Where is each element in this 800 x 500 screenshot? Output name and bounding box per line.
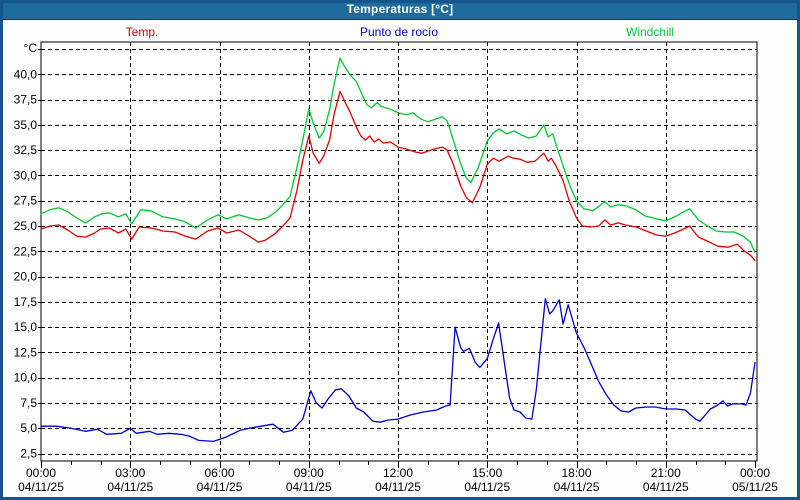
svg-text:04/11/25: 04/11/25 bbox=[643, 480, 689, 494]
svg-text:04/11/25: 04/11/25 bbox=[107, 480, 153, 494]
svg-text:04/11/25: 04/11/25 bbox=[554, 480, 600, 494]
svg-text:17,5: 17,5 bbox=[14, 295, 38, 309]
svg-text:37,5: 37,5 bbox=[14, 93, 38, 107]
series-line-dew-point bbox=[40, 298, 756, 443]
svg-text:10,0: 10,0 bbox=[14, 371, 38, 385]
svg-text:7,5: 7,5 bbox=[20, 396, 37, 410]
svg-text:15,0: 15,0 bbox=[14, 320, 38, 334]
series-line-windchill bbox=[40, 57, 756, 253]
series-line-temp bbox=[40, 90, 756, 262]
svg-text:22,5: 22,5 bbox=[14, 244, 38, 258]
svg-text:06:00: 06:00 bbox=[204, 466, 234, 480]
svg-text:20,0: 20,0 bbox=[14, 270, 38, 284]
svg-text:30,0: 30,0 bbox=[14, 168, 38, 182]
svg-text:5,0: 5,0 bbox=[20, 421, 37, 435]
window-title: Temperaturas [°C] bbox=[346, 2, 454, 16]
svg-text:00:00: 00:00 bbox=[740, 466, 770, 480]
y-axis-unit: °C bbox=[24, 41, 38, 55]
svg-text:09:00: 09:00 bbox=[294, 466, 324, 480]
svg-text:21:00: 21:00 bbox=[651, 466, 681, 480]
title-bar: Temperaturas [°C] bbox=[0, 0, 800, 20]
svg-text:12,5: 12,5 bbox=[14, 345, 38, 359]
svg-text:04/11/25: 04/11/25 bbox=[197, 480, 243, 494]
svg-text:18:00: 18:00 bbox=[561, 466, 591, 480]
svg-text:04/11/25: 04/11/25 bbox=[18, 480, 64, 494]
svg-text:15:00: 15:00 bbox=[472, 466, 502, 480]
svg-text:03:00: 03:00 bbox=[115, 466, 145, 480]
svg-text:04/11/25: 04/11/25 bbox=[464, 480, 510, 494]
svg-text:40,0: 40,0 bbox=[14, 67, 38, 81]
svg-text:05/11/25: 05/11/25 bbox=[732, 480, 778, 494]
svg-text:35,0: 35,0 bbox=[14, 118, 38, 132]
svg-text:27,5: 27,5 bbox=[14, 194, 38, 208]
svg-text:12:00: 12:00 bbox=[383, 466, 413, 480]
svg-text:04/11/25: 04/11/25 bbox=[286, 480, 332, 494]
svg-text:04/11/25: 04/11/25 bbox=[375, 480, 421, 494]
x-axis-labels: 00:0004/11/2503:0004/11/2506:0004/11/250… bbox=[18, 466, 778, 494]
svg-text:00:00: 00:00 bbox=[26, 466, 56, 480]
x-axis-ticks bbox=[41, 461, 756, 468]
svg-text:2,5: 2,5 bbox=[20, 447, 37, 461]
svg-text:32,5: 32,5 bbox=[14, 143, 38, 157]
legend-item-windchill: Windchill bbox=[625, 25, 675, 39]
legend-item-dew-point: Punto de rocío bbox=[359, 25, 439, 39]
y-axis-labels: 40,0 37,5 35,0 32,5 30,0 27,5 25,0 22,5 20,0 17,5… bbox=[14, 41, 38, 461]
legend-item-temp: Temp. bbox=[125, 25, 159, 39]
svg-text:25,0: 25,0 bbox=[14, 219, 38, 233]
